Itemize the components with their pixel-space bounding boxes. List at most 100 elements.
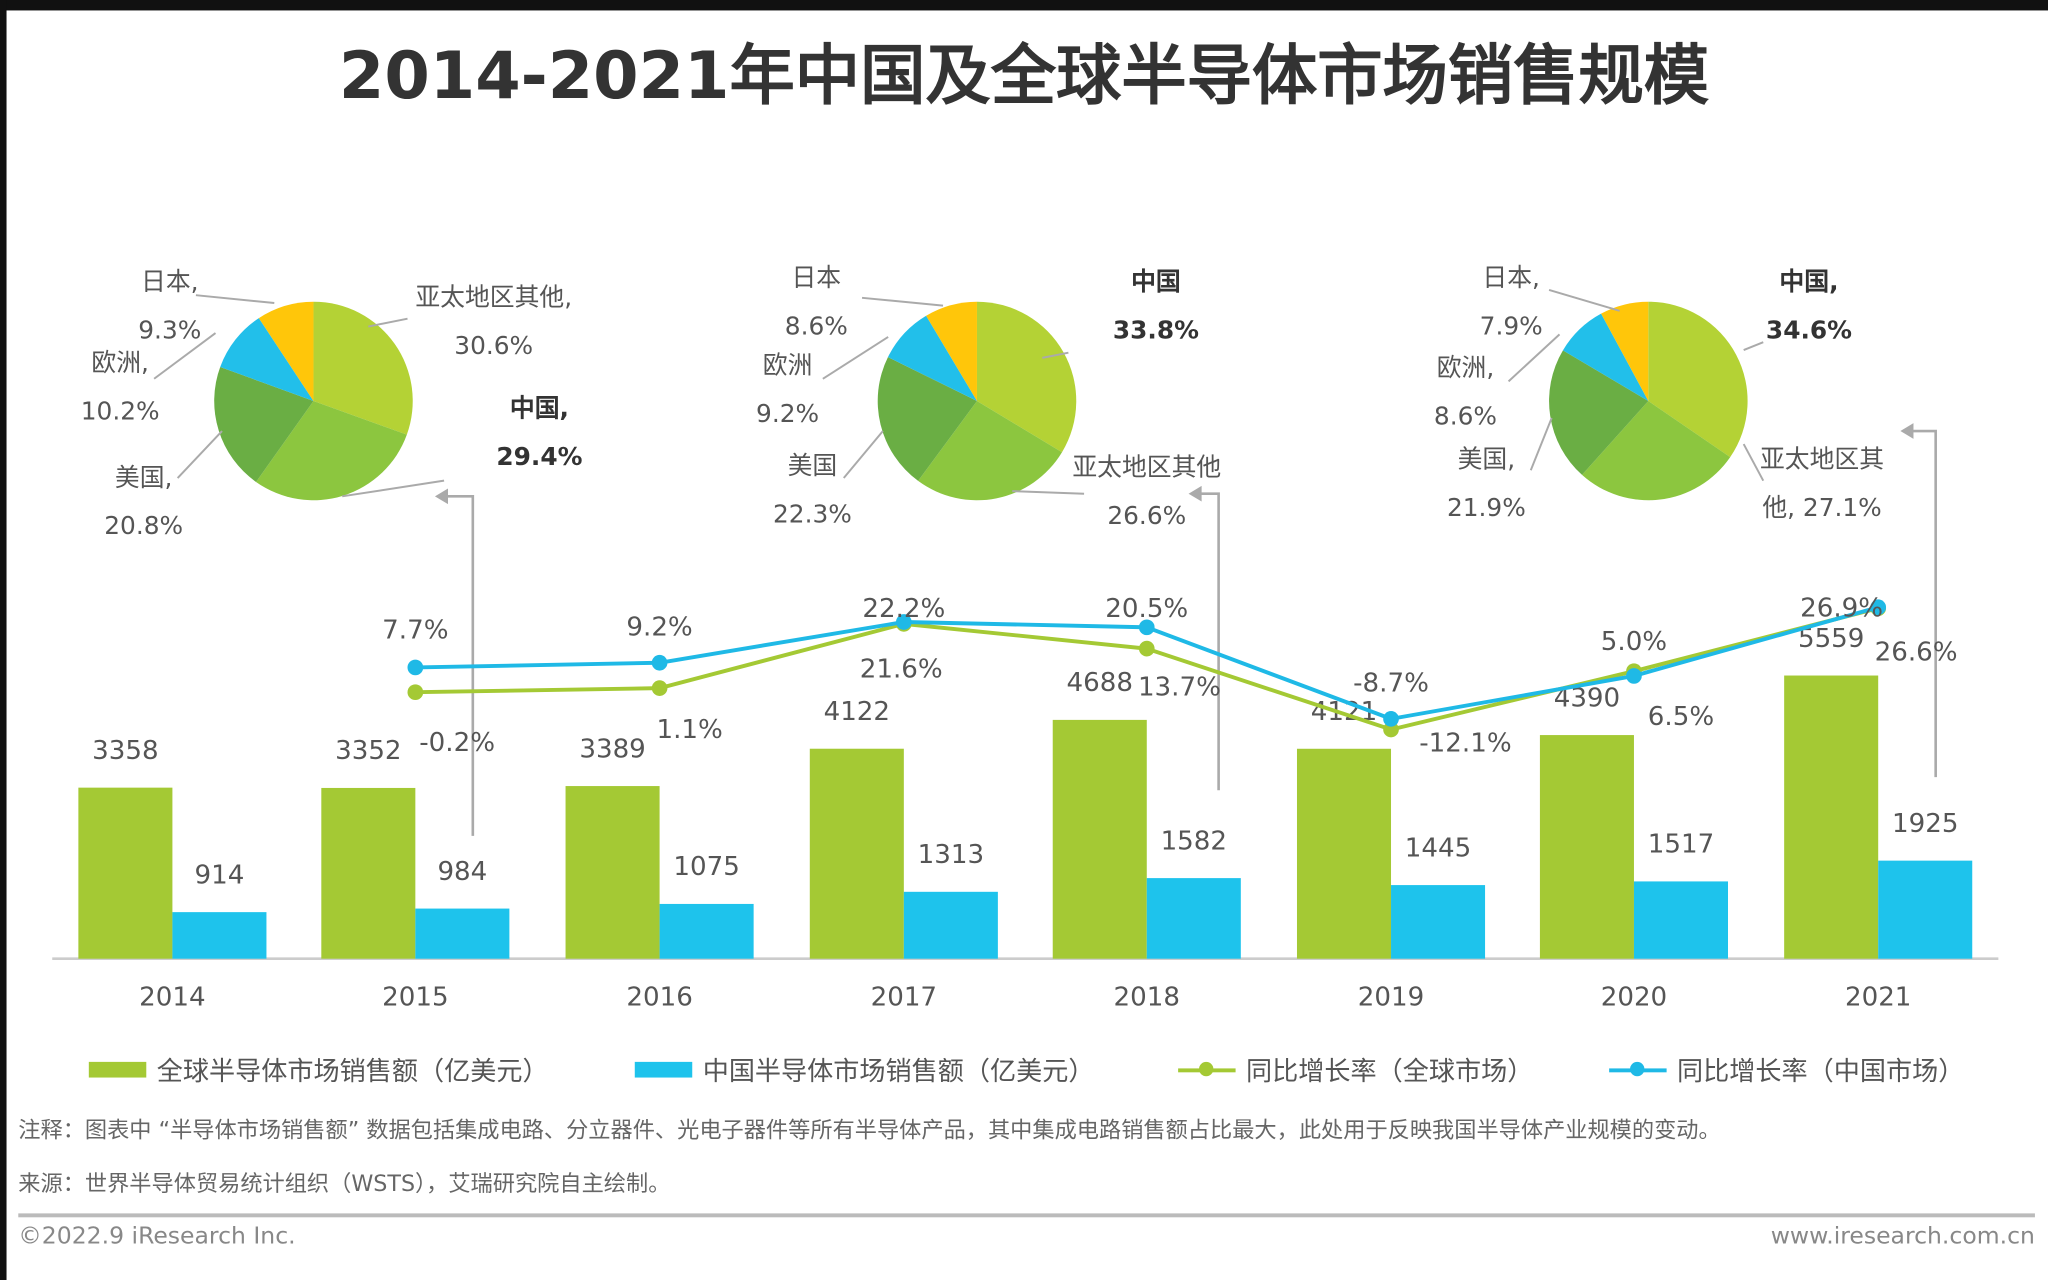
website-link[interactable]: www.iresearch.com.cn	[1770, 1222, 2035, 1250]
bar-label-china: 1445	[1405, 833, 1471, 863]
pie-2021-slice	[1549, 350, 1649, 475]
pie-label-value: 他, 27.1%	[1762, 493, 1882, 523]
growth-china-point	[1870, 599, 1887, 616]
chart-title: 2014-2021年中国及全球半导体市场销售规模	[338, 37, 1710, 114]
growth-china-point	[1383, 711, 1399, 727]
legend-line-marker-green	[1178, 1056, 1236, 1082]
pie-label-value: 8.6%	[1433, 402, 1497, 432]
pie-leader-line	[1012, 490, 1085, 495]
bar-china-2021	[1878, 860, 1973, 959]
pie-label-value: 10.2%	[80, 397, 160, 426]
pie-label-name: 欧洲	[762, 351, 813, 381]
pie-2014-slice	[313, 301, 413, 435]
frame-border-left	[0, 0, 7, 1280]
bar-label-china: 1582	[1161, 826, 1227, 856]
pie-label-value: 34.6%	[1765, 316, 1853, 345]
pie-2014-slice	[258, 301, 314, 401]
growth-label-global: -0.2%	[419, 728, 495, 758]
bar-global-2014	[78, 787, 173, 959]
legend-label: 中国半导体市场销售额（亿美元）	[702, 1055, 1095, 1087]
growth-label-china: 5.0%	[1601, 627, 1667, 657]
pie-2017-label: 欧洲 9.2%	[756, 342, 819, 439]
pie-2014-label: 中国, 29.4%	[496, 385, 582, 482]
growth-label-china: 9.2%	[626, 612, 692, 642]
pie-2017-slice	[926, 301, 977, 401]
growth-label-global: 13.7%	[1138, 673, 1221, 703]
legend-label: 全球半导体市场销售额（亿美元）	[156, 1055, 549, 1087]
pie-label-value: 20.8%	[104, 511, 184, 541]
pie-label-value: 8.6%	[784, 312, 848, 341]
footer-divider	[18, 1213, 2035, 1218]
pie-leader-line	[176, 430, 223, 479]
pie-leader-line	[195, 294, 275, 304]
pie-label-value: 26.6%	[1107, 501, 1187, 531]
connector-arrow-line	[1910, 429, 1937, 778]
bar-global-2021	[1784, 675, 1879, 959]
pie-leader-line	[861, 296, 944, 307]
pie-2014-label: 美国, 20.8%	[104, 455, 183, 552]
bar-label-china: 1925	[1892, 809, 1958, 839]
pie-2017-label: 日本 8.6%	[785, 255, 848, 352]
bar-label-china: 1313	[918, 840, 984, 870]
growth-china-point	[651, 654, 668, 671]
legend-label: 同比增长率（全球市场）	[1246, 1055, 1534, 1087]
source-text: 来源：世界半导体贸易统计组织（WSTS），艾瑞研究院自主绘制。	[18, 1171, 671, 1198]
pie-2014-slice	[220, 318, 314, 401]
pie-2021-slice	[1582, 400, 1731, 501]
pie-2021-label: 美国, 21.9%	[1447, 436, 1526, 533]
bar-global-2019	[1296, 748, 1392, 959]
pie-label-name: 中国,	[1779, 267, 1839, 297]
bar-china-2014	[172, 912, 267, 959]
bar-china-2015	[415, 908, 510, 959]
pie-label-name: 欧洲,	[1436, 353, 1495, 383]
pie-2017-slice	[887, 315, 977, 401]
growth-china-point	[1626, 668, 1642, 684]
connector-arrow-line	[445, 495, 475, 836]
bar-label-global: 3389	[579, 734, 645, 764]
growth-label-china: 22.2%	[862, 594, 945, 624]
connector-arrow-line	[1199, 492, 1220, 791]
growth-label-global: 26.6%	[1875, 637, 1958, 667]
growth-global-point	[1138, 640, 1155, 657]
pie-2014-slice	[256, 400, 407, 501]
legend-swatch-green	[88, 1061, 147, 1077]
pie-label-name: 美国	[787, 451, 838, 481]
pie-2014-label: 日本, 9.3%	[138, 259, 201, 356]
pie-leader-line	[1042, 351, 1069, 359]
arrowhead-icon	[434, 488, 448, 505]
growth-china-point	[407, 659, 424, 676]
bar-label-china: 1075	[673, 852, 739, 882]
note-text: 注释：图表中 “半导体市场销售额” 数据包括集成电路、分立器件、光电子器件等所有…	[18, 1118, 1721, 1145]
pie-label-name: 日本	[791, 263, 842, 293]
pie-label-name: 美国,	[114, 463, 173, 493]
pie-2021-label: 中国, 34.6%	[1766, 259, 1852, 356]
pie-leader-line	[1742, 443, 1765, 482]
pie-2021-slice	[1601, 301, 1649, 401]
pie-2014-slice	[214, 367, 314, 482]
bar-global-2017	[809, 748, 904, 959]
legend-item-global-growth: 同比增长率（全球市场）	[1178, 1050, 1533, 1088]
pie-2014-label: 欧洲, 10.2%	[81, 340, 160, 437]
pie-2021-slice	[1648, 301, 1748, 458]
growth-label-global: 6.5%	[1648, 702, 1714, 732]
x-tick-label: 2018	[1114, 983, 1180, 1013]
growth-label-china: -8.7%	[1353, 668, 1429, 698]
pie-leader-line	[843, 430, 884, 479]
x-tick-label: 2019	[1358, 983, 1424, 1013]
pie-label-name: 亚太地区其他,	[415, 283, 573, 313]
pie-label-name: 亚太地区其	[1759, 445, 1885, 475]
x-tick-label: 2020	[1601, 983, 1667, 1013]
legend-item-china-sales: 中国半导体市场销售额（亿美元）	[634, 1050, 1095, 1088]
pie-label-value: 22.3%	[772, 500, 852, 529]
x-tick-label: 2016	[626, 983, 692, 1013]
pie-2017-label: 中国 33.8%	[1113, 259, 1199, 356]
bar-china-2019	[1391, 885, 1486, 959]
bar-label-global: 4688	[1067, 668, 1133, 698]
growth-label-global: 21.6%	[860, 654, 943, 684]
legend-label: 同比增长率（中国市场）	[1677, 1055, 1965, 1087]
pie-leader-line	[1507, 333, 1561, 383]
bar-label-global: 3352	[335, 736, 401, 766]
pie-label-name: 美国,	[1457, 445, 1516, 475]
pie-label-value: 7.9%	[1479, 312, 1543, 341]
